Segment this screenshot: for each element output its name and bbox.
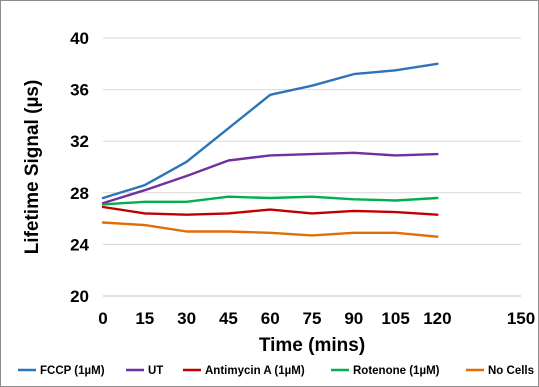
series-lines	[101, 62, 439, 238]
x-tick-label: 30	[177, 309, 196, 328]
y-tick-label: 32	[70, 132, 89, 151]
legend: FCCP (1µM) UT Antimycin A (1µM) Rotenone (1…	[18, 365, 534, 377]
y-axis-title: Lifetime Signal (µs)	[22, 80, 43, 255]
series-line-4	[101, 221, 439, 238]
series-line-0	[101, 62, 439, 200]
x-tick-label: 90	[344, 309, 363, 328]
x-tick-label: 15	[135, 309, 154, 328]
x-tick-labels: 0 15 30 45 60 75 90 105 120 150	[98, 309, 535, 328]
y-tick-labels: 20 24 28 32 36 40	[70, 29, 89, 306]
legend-label: FCCP (1µM)	[40, 365, 105, 377]
y-tick-label: 24	[70, 235, 89, 254]
x-tick-label: 150	[507, 309, 535, 328]
legend-label: Rotenone (1µM)	[353, 365, 440, 377]
x-tick-label: 45	[219, 309, 238, 328]
x-tick-label: 75	[303, 309, 322, 328]
x-tick-label: 0	[98, 309, 107, 328]
legend-label: No Cells	[488, 365, 534, 377]
x-tick-label: 105	[381, 309, 409, 328]
legend-label: UT	[148, 365, 163, 377]
gridlines	[103, 37, 521, 297]
series-line-1	[101, 151, 439, 205]
legend-label: Antimycin A (1µM)	[205, 365, 305, 377]
x-tick-label: 120	[423, 309, 451, 328]
y-tick-label: 28	[70, 184, 89, 203]
x-axis-title: Time (mins)	[259, 335, 365, 356]
series-line-3	[101, 195, 439, 206]
series-line-2	[101, 205, 439, 216]
y-tick-label: 40	[70, 29, 89, 48]
x-tick-label: 60	[261, 309, 280, 328]
y-tick-label: 36	[70, 81, 89, 100]
y-tick-label: 20	[70, 287, 89, 306]
